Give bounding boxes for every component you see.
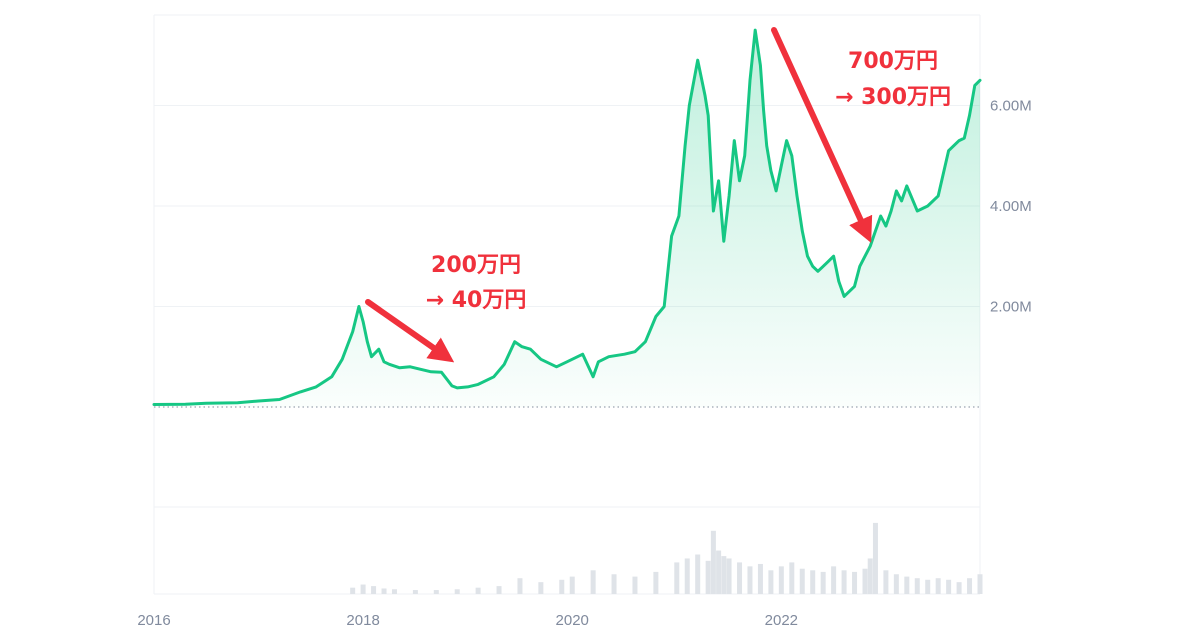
volume-bar: [799, 568, 805, 594]
volume-bar: [820, 571, 826, 594]
volume-bar: [433, 590, 439, 594]
volume-bar: [517, 578, 523, 594]
volume-bar: [716, 550, 722, 594]
volume-bar: [925, 579, 931, 594]
volume-bar: [569, 576, 575, 594]
arrow-2022: [771, 27, 873, 243]
volume-bar: [684, 558, 690, 594]
volume-bar: [768, 570, 774, 594]
volume-bar: [705, 560, 711, 594]
x-tick-label: 2020: [556, 612, 589, 629]
annotation-2018-line1: 200万円: [431, 253, 521, 278]
y-axis-ticks: 2.00M 4.00M 6.00M: [990, 97, 1032, 315]
x-tick-label: 2018: [346, 612, 379, 629]
volume-bar: [590, 570, 596, 594]
volume-bar: [893, 574, 899, 594]
volume-bar: [559, 579, 565, 594]
volume-bar: [867, 558, 873, 594]
annotation-2018-line2: → 40万円: [426, 288, 527, 313]
volume-bar: [632, 576, 638, 594]
x-tick-label: 2016: [137, 612, 170, 629]
volume-bar: [831, 566, 837, 594]
volume-bar: [653, 571, 659, 594]
volume-bar: [914, 578, 920, 594]
volume-bar: [381, 588, 387, 594]
volume-bar: [977, 574, 983, 594]
volume-bar: [737, 562, 743, 594]
volume-bar: [710, 530, 716, 594]
volume-bar: [412, 590, 418, 594]
volume-bar: [862, 568, 868, 594]
volume-bar: [726, 558, 732, 594]
annotation-2022-line1: 700万円: [848, 49, 938, 74]
volume-bar: [721, 556, 727, 594]
volume-bar: [757, 563, 763, 594]
volume-bars: [350, 522, 983, 594]
volume-bar: [946, 579, 952, 594]
x-axis-ticks: 2016 2018 2020 2022: [137, 612, 798, 629]
volume-bar: [371, 586, 377, 594]
volume-bar: [935, 578, 941, 594]
volume-bar: [496, 586, 502, 594]
annotation-2022-line2: → 300万円: [835, 85, 951, 110]
volume-bar: [391, 589, 397, 594]
volume-bar: [747, 566, 753, 594]
volume-bar: [810, 570, 816, 594]
volume-bar: [611, 574, 617, 594]
volume-bar: [904, 576, 910, 594]
arrow-2018: [365, 299, 455, 363]
volume-bar: [967, 578, 973, 594]
volume-bar: [538, 582, 544, 594]
volume-bar: [852, 571, 858, 594]
volume-bar: [475, 587, 481, 594]
volume-bar: [841, 570, 847, 594]
volume-bar: [674, 562, 680, 594]
annotation-crash-2018: 200万円 → 40万円: [365, 253, 527, 363]
volume-bar: [789, 562, 795, 594]
volume-bar: [454, 589, 460, 594]
volume-bar: [872, 522, 878, 594]
volume-bar: [360, 584, 366, 594]
y-tick-label: 2.00M: [990, 298, 1032, 315]
volume-bar: [778, 566, 784, 594]
price-line: [152, 28, 982, 406]
volume-bar: [883, 570, 889, 594]
volume-bar: [350, 587, 356, 594]
y-tick-label: 4.00M: [990, 198, 1032, 215]
volume-bar: [956, 582, 962, 594]
volume-bar: [695, 554, 701, 594]
x-tick-label: 2022: [765, 612, 798, 629]
y-tick-label: 6.00M: [990, 97, 1032, 114]
annotation-crash-2022: 700万円 → 300万円: [771, 27, 951, 243]
